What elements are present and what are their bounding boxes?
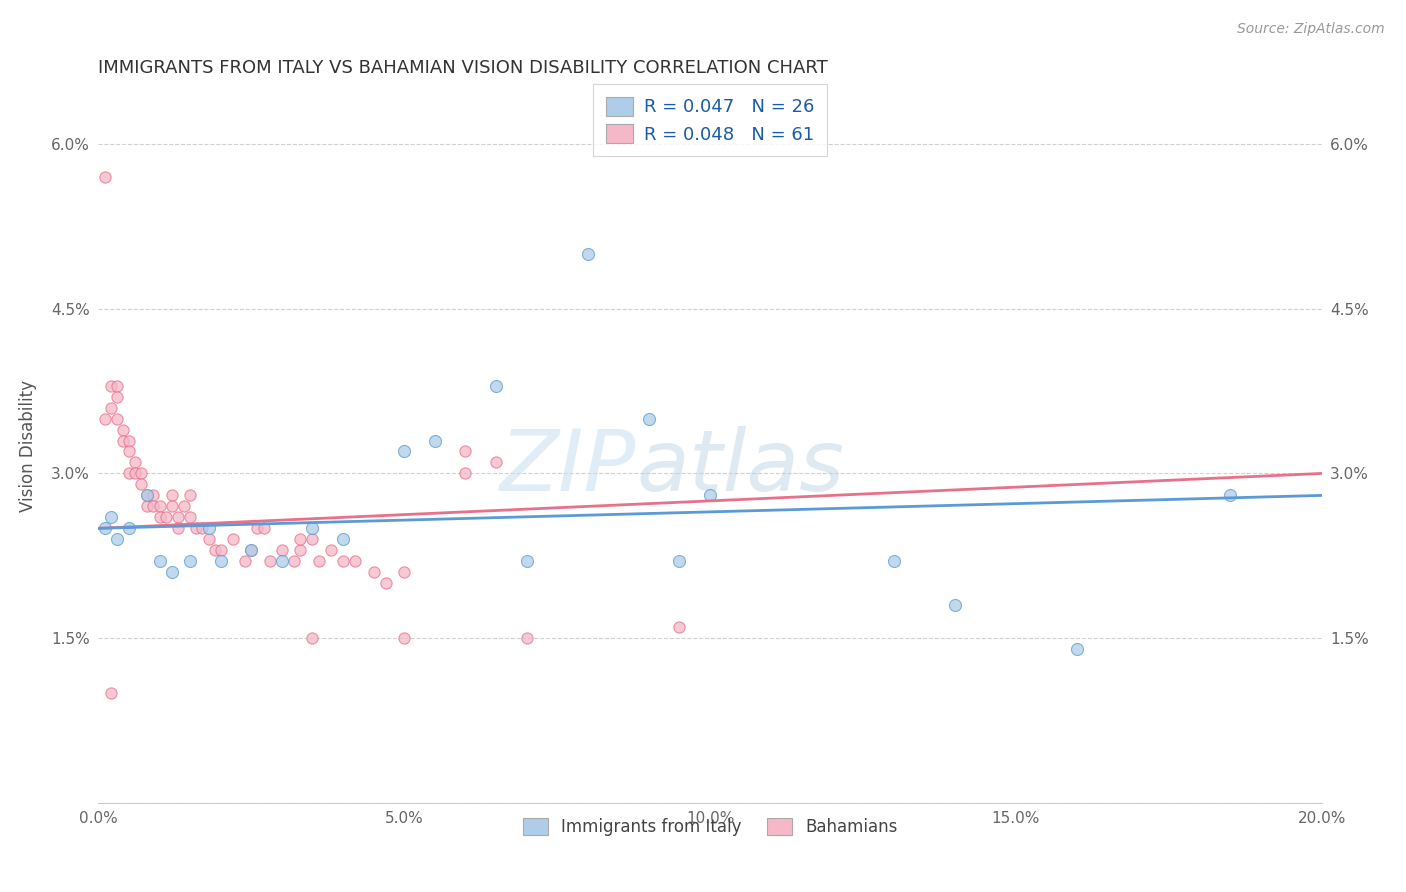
Point bbox=[173, 500, 195, 514]
Point bbox=[485, 455, 508, 469]
Point bbox=[197, 521, 219, 535]
Point bbox=[111, 434, 134, 448]
Point bbox=[332, 554, 354, 568]
Point bbox=[118, 434, 141, 448]
Point bbox=[111, 423, 134, 437]
Point bbox=[454, 444, 477, 458]
Text: ZIP: ZIP bbox=[501, 425, 637, 509]
Point bbox=[516, 554, 538, 568]
Point bbox=[301, 521, 323, 535]
Y-axis label: Vision Disability: Vision Disability bbox=[20, 380, 38, 512]
Point bbox=[167, 521, 190, 535]
Point bbox=[240, 543, 263, 558]
Point bbox=[93, 169, 115, 184]
Point bbox=[270, 543, 292, 558]
Point bbox=[197, 533, 219, 547]
Point bbox=[155, 510, 177, 524]
Point bbox=[142, 500, 165, 514]
Point bbox=[93, 411, 115, 425]
Point bbox=[124, 467, 146, 481]
Point bbox=[160, 566, 183, 580]
Point bbox=[204, 543, 226, 558]
Point bbox=[149, 500, 172, 514]
Point bbox=[363, 566, 385, 580]
Text: IMMIGRANTS FROM ITALY VS BAHAMIAN VISION DISABILITY CORRELATION CHART: IMMIGRANTS FROM ITALY VS BAHAMIAN VISION… bbox=[98, 59, 828, 77]
Point bbox=[118, 444, 141, 458]
Point bbox=[332, 533, 354, 547]
Point bbox=[100, 686, 122, 700]
Point bbox=[100, 378, 122, 392]
Point bbox=[209, 543, 232, 558]
Point bbox=[252, 521, 274, 535]
Point bbox=[699, 488, 721, 502]
Point bbox=[668, 620, 690, 634]
Point bbox=[283, 554, 305, 568]
Point bbox=[179, 554, 201, 568]
Point bbox=[301, 533, 323, 547]
Text: Source: ZipAtlas.com: Source: ZipAtlas.com bbox=[1237, 22, 1385, 37]
Point bbox=[374, 576, 396, 591]
Point bbox=[105, 411, 128, 425]
Point bbox=[259, 554, 281, 568]
Point bbox=[191, 521, 214, 535]
Point bbox=[222, 533, 245, 547]
Point bbox=[668, 554, 690, 568]
Point bbox=[290, 543, 312, 558]
Legend: Immigrants from Italy, Bahamians: Immigrants from Italy, Bahamians bbox=[515, 810, 905, 845]
Point bbox=[179, 510, 201, 524]
Point bbox=[179, 488, 201, 502]
Point bbox=[105, 390, 128, 404]
Point bbox=[883, 554, 905, 568]
Point bbox=[1066, 642, 1088, 657]
Point bbox=[124, 455, 146, 469]
Point bbox=[118, 521, 141, 535]
Point bbox=[290, 533, 312, 547]
Point bbox=[100, 510, 122, 524]
Point bbox=[93, 521, 115, 535]
Point bbox=[454, 467, 477, 481]
Point bbox=[209, 554, 232, 568]
Point bbox=[149, 554, 172, 568]
Point bbox=[160, 488, 183, 502]
Point bbox=[167, 510, 190, 524]
Point bbox=[516, 631, 538, 645]
Point bbox=[637, 411, 661, 425]
Point bbox=[160, 500, 183, 514]
Point bbox=[344, 554, 367, 568]
Point bbox=[301, 631, 323, 645]
Point bbox=[423, 434, 446, 448]
Point bbox=[136, 500, 159, 514]
Point bbox=[186, 521, 208, 535]
Point bbox=[392, 444, 416, 458]
Point bbox=[392, 631, 416, 645]
Point bbox=[240, 543, 263, 558]
Text: atlas: atlas bbox=[637, 425, 845, 509]
Point bbox=[100, 401, 122, 415]
Point bbox=[142, 488, 165, 502]
Point bbox=[129, 477, 152, 491]
Point bbox=[319, 543, 342, 558]
Point bbox=[1219, 488, 1241, 502]
Point bbox=[576, 247, 599, 261]
Point bbox=[149, 510, 172, 524]
Point bbox=[105, 533, 128, 547]
Point bbox=[308, 554, 330, 568]
Point bbox=[270, 554, 292, 568]
Point bbox=[485, 378, 508, 392]
Point bbox=[246, 521, 269, 535]
Point bbox=[136, 488, 159, 502]
Point bbox=[118, 467, 141, 481]
Point bbox=[943, 598, 966, 612]
Point bbox=[233, 554, 256, 568]
Point bbox=[136, 488, 159, 502]
Point bbox=[129, 467, 152, 481]
Point bbox=[392, 566, 416, 580]
Point bbox=[105, 378, 128, 392]
